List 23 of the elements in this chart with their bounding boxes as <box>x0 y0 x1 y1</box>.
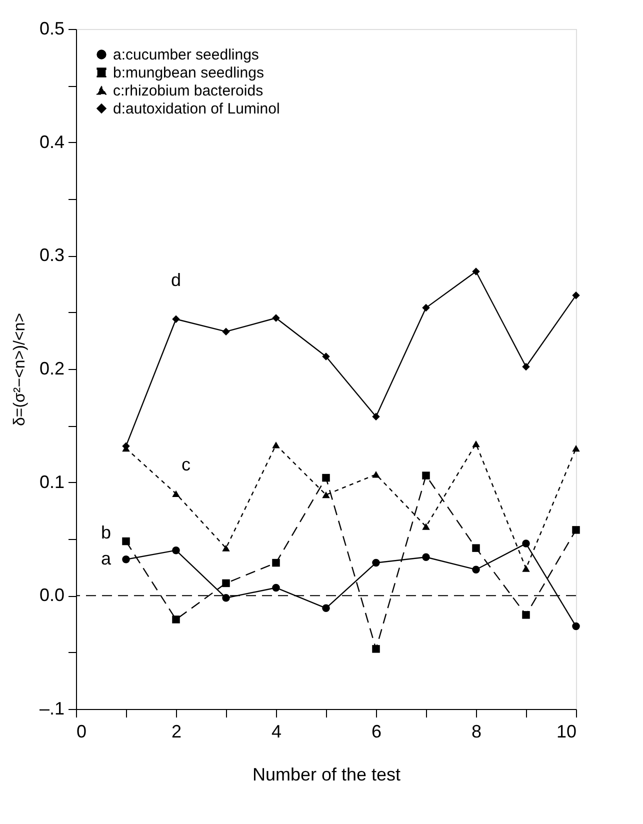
legend-label: d:autoxidation of Luminol <box>113 100 280 118</box>
annotation: c <box>182 454 190 475</box>
legend-label: a:cucumber seedlings <box>113 46 259 64</box>
annotation: d <box>170 270 182 290</box>
x-tick-label: 4 <box>271 722 282 742</box>
x-tick-label: 0 <box>76 722 87 742</box>
legend-label: b:mungbean seedlings <box>113 64 264 82</box>
annotation: a <box>100 548 112 568</box>
y-tick-label: 0.3 <box>39 245 64 266</box>
y-tick-label: 0.1 <box>39 472 64 492</box>
x-tick-label: 8 <box>471 722 482 742</box>
x-tick-label: 2 <box>171 722 182 742</box>
y-tick-label: 0.0 <box>39 585 64 606</box>
y-tick-label: 0.5 <box>39 18 64 38</box>
annotation: b <box>100 522 112 542</box>
x-axis-title: Number of the test <box>252 764 401 784</box>
y-tick-label: –.1 <box>39 698 64 718</box>
legend-label: c:rhizobium bacteroids <box>113 82 264 100</box>
x-tick-label: 6 <box>371 722 382 742</box>
y-tick-label: 0.4 <box>39 132 64 152</box>
y-tick-label: 0.2 <box>39 358 64 378</box>
y-axis-title: δ=(σ²−<n>)/<n> <box>11 312 28 426</box>
x-tick-label: 10 <box>556 722 576 742</box>
